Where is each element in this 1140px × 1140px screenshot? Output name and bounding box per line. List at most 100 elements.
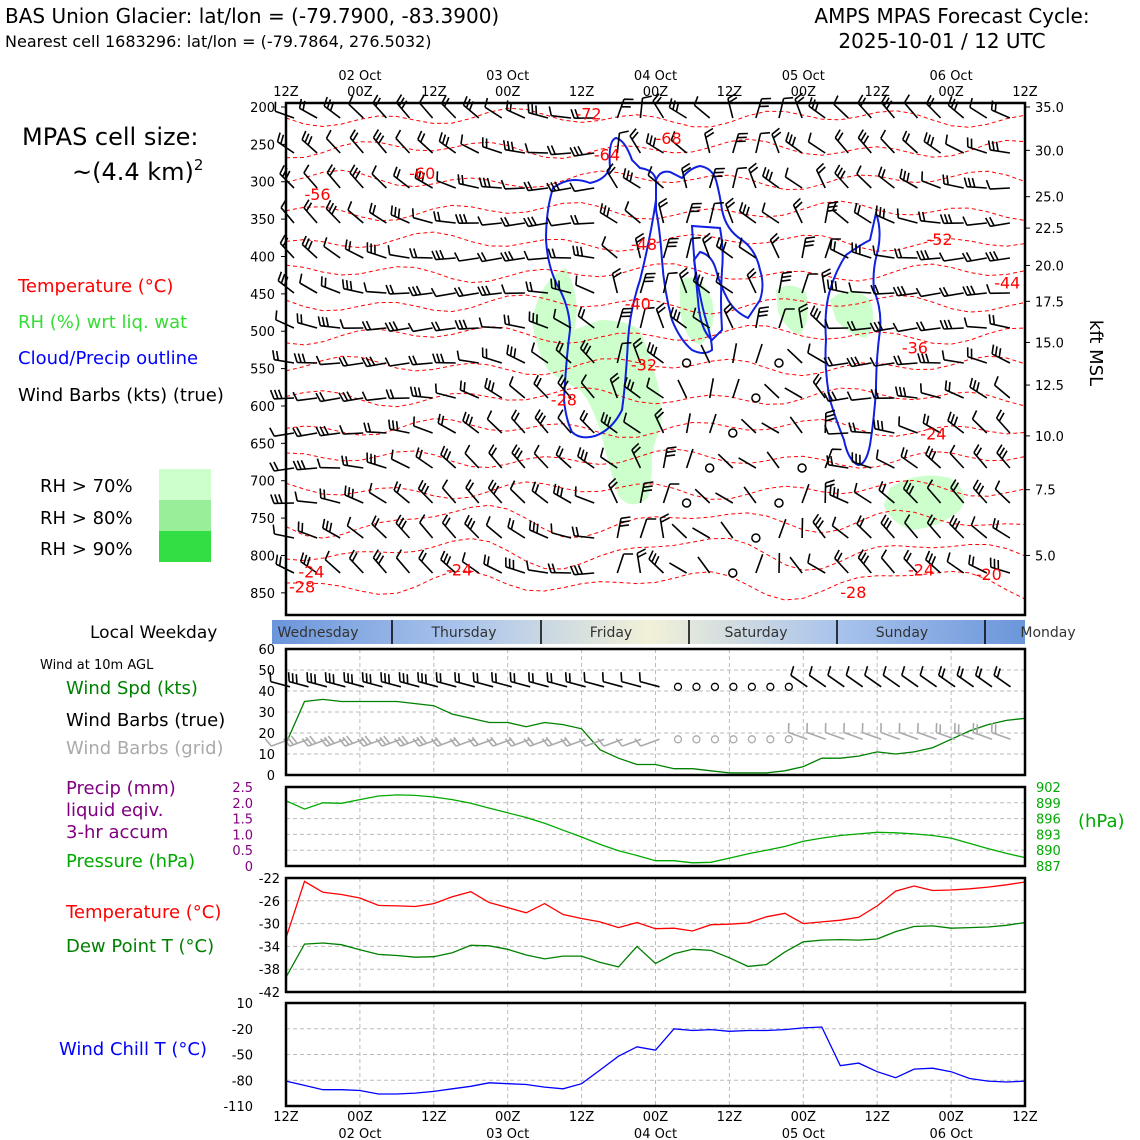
- upper-wind-barb: [270, 494, 295, 505]
- wind-10m-barb-grid: [486, 736, 512, 747]
- upper-wind-barb: [500, 179, 525, 190]
- upper-wind-barb: [833, 549, 849, 574]
- wind-10m-label: Wind at 10m AGL: [40, 658, 154, 673]
- upper-wind-barb: [639, 272, 656, 294]
- upper-wind-barb: [323, 96, 341, 119]
- upper-wind-barb: [659, 513, 670, 539]
- temperature-contour-line: [285, 504, 1026, 539]
- upper-wind-barb: [662, 446, 677, 469]
- upper-wind-barb: [708, 201, 724, 224]
- upper-wind-barb: [823, 356, 849, 367]
- wind-10m-barb-true: [901, 665, 919, 688]
- upper-wind-barb: [821, 268, 832, 294]
- upper-wind-barb: [646, 341, 664, 364]
- rh-region-3: [776, 285, 808, 335]
- pressure-axis: 200 250 300 350 400 450 500 550 600 650 700 750 800 8…: [250, 101, 286, 602]
- upper-wind-barb: [685, 413, 691, 434]
- calm-wind-circle: [728, 428, 738, 438]
- upper-wind-barb: [299, 552, 318, 574]
- wind-10m-barb-grid: [972, 722, 993, 741]
- temperature-contour-label: -28: [551, 391, 577, 410]
- upper-wind-barb: [732, 343, 738, 364]
- upper-wind-barb: [571, 526, 595, 539]
- upper-wind-barb: [456, 350, 479, 364]
- wind-10m-barb-grid: [597, 738, 623, 747]
- panel-tick-label: -26: [259, 895, 280, 910]
- upper-wind-barb: [902, 479, 919, 504]
- upper-wind-barb: [755, 131, 771, 154]
- calm-wind-circle: [797, 463, 807, 473]
- upper-wind-barb: [552, 308, 572, 329]
- upper-wind-barb: [916, 249, 941, 261]
- upper-wind-barb: [789, 416, 803, 434]
- upper-wind-barb: [972, 479, 988, 504]
- upper-wind-barb: [570, 214, 595, 225]
- pressure-tick-label: 200: [250, 101, 275, 116]
- upper-wind-barb: [555, 445, 572, 469]
- wind-10m-calm-circle: [673, 682, 683, 691]
- rh-legend-90-label: RH > 90%: [40, 539, 133, 560]
- upper-wind-barb: [807, 553, 826, 574]
- wind-barbs-grid-label: Wind Barbs (grid): [66, 738, 224, 759]
- upper-wind-barb: [501, 284, 525, 295]
- upper-wind-barb: [441, 514, 457, 539]
- upper-wind-barb: [325, 199, 341, 224]
- upper-wind-barb: [418, 94, 434, 119]
- upper-wind-barb: [599, 203, 618, 224]
- temperature-contour-label: -40: [625, 294, 651, 313]
- upper-wind-barb: [853, 482, 872, 504]
- upper-wind-barb: [875, 449, 895, 469]
- height-tick-label: 20.0: [1035, 259, 1064, 274]
- cell-size-line1: MPAS cell size:: [22, 123, 198, 151]
- calm-wind-circle: [774, 358, 784, 368]
- height-tick-label: 22.5: [1035, 222, 1064, 237]
- wind-10m-barb-grid: [338, 735, 365, 747]
- wind-10m-barb-grid: [898, 722, 919, 741]
- upper-wind-barb: [577, 306, 595, 329]
- rh-legend-70-label: RH > 70%: [40, 476, 133, 497]
- temperature-contour-label: -24: [298, 563, 324, 582]
- upper-wind-barb: [792, 197, 803, 224]
- upper-wind-barb: [453, 252, 479, 262]
- upper-wind-barb: [877, 166, 895, 189]
- panel-tick-label: 60: [258, 643, 275, 658]
- upper-wind-barb: [923, 132, 942, 154]
- cross-section-panel: -72-68-64-60-56-52-48-44-40-36-32-28-24-…: [250, 92, 1106, 617]
- wind-10m-barb-grid: [523, 736, 549, 747]
- upper-wind-barb: [738, 457, 757, 469]
- upper-wind-barb: [555, 340, 572, 364]
- upper-wind-barb: [789, 556, 803, 574]
- upper-wind-barb: [440, 550, 457, 574]
- upper-wind-barb: [366, 452, 387, 469]
- wind-10m-barb-true: [454, 672, 476, 688]
- upper-wind-barb: [746, 267, 757, 294]
- upper-wind-barb: [371, 515, 387, 539]
- wind-10m-grid-calm-circle: [673, 735, 683, 744]
- bottom-hour-label: 12Z: [864, 1110, 890, 1125]
- pressure-unit-label: (hPa): [1078, 811, 1125, 832]
- upper-wind-barb: [801, 236, 816, 259]
- rh-legend-80-swatch: [159, 500, 211, 531]
- upper-wind-barb: [700, 344, 711, 364]
- upper-wind-barb: [624, 201, 641, 224]
- upper-wind-barb: [531, 481, 549, 504]
- upper-wind-barb: [303, 164, 318, 189]
- upper-wind-barb: [368, 202, 387, 224]
- upper-wind-barb: [530, 342, 549, 364]
- upper-wind-barb: [646, 377, 664, 399]
- upper-wind-barb: [919, 383, 941, 399]
- upper-wind-barb: [685, 236, 701, 259]
- upper-wind-barb: [938, 252, 964, 262]
- upper-wind-barb: [269, 427, 295, 437]
- upper-wind-barb: [524, 143, 549, 154]
- upper-wind-barb: [647, 166, 665, 189]
- upper-wind-barb: [984, 216, 1011, 228]
- upper-wind-barb: [557, 374, 572, 399]
- wind-10m-barb-true: [343, 672, 365, 688]
- upper-wind-barb: [500, 216, 526, 227]
- upper-wind-barb: [507, 517, 526, 539]
- upper-wind-barb: [989, 557, 1011, 574]
- upper-wind-barb: [898, 416, 918, 434]
- calm-wind-circle: [728, 568, 738, 578]
- upper-wind-barb: [939, 214, 964, 225]
